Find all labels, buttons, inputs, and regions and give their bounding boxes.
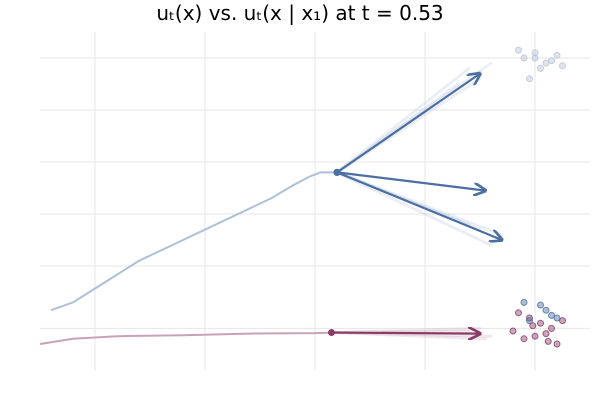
velocity-arrows (328, 74, 502, 336)
sample-point-0-3 (553, 51, 561, 59)
sample-point-1-5 (520, 335, 528, 343)
velocity-arrow-0 (336, 171, 486, 190)
sample-point-1-9 (509, 327, 517, 335)
sample-point-1-6 (553, 340, 561, 348)
sample-point-2-4 (526, 317, 533, 325)
grid (40, 32, 590, 370)
sample-point-1-7 (531, 332, 539, 340)
sample-point-2-2 (553, 314, 561, 322)
sample-point-1-2 (537, 319, 544, 327)
trajectory-line-0 (50, 171, 337, 312)
sample-point-0-5 (526, 75, 533, 83)
sample-point-2-5 (548, 311, 555, 319)
sample-point-2-1 (542, 306, 550, 314)
sample-point-0-6 (548, 57, 555, 65)
sample-point-1-11 (529, 322, 537, 330)
sample-point-0-0 (520, 54, 528, 62)
sample-points (509, 46, 566, 348)
trajectories (39, 171, 337, 345)
sample-point-0-2 (542, 59, 550, 67)
trajectory-line-1 (39, 331, 332, 345)
velocity-arrow-2 (336, 74, 480, 174)
sample-point-0-4 (537, 64, 544, 72)
arrow-origin-2 (333, 168, 341, 176)
sample-point-1-0 (515, 309, 522, 317)
velocity-arrow-3 (331, 333, 481, 334)
sample-point-1-10 (544, 337, 552, 345)
sample-point-0-7 (515, 46, 522, 54)
sample-point-0-1 (531, 49, 539, 57)
sample-point-1-3 (548, 324, 555, 332)
sample-point-0-9 (531, 54, 539, 62)
sample-point-2-0 (520, 298, 528, 306)
fan-line-0-0 (335, 66, 471, 174)
fan-line-1-1 (335, 170, 493, 247)
arrow-origin-3 (328, 329, 335, 337)
sample-point-1-4 (542, 330, 550, 338)
sample-point-2-3 (537, 301, 544, 309)
fan-lines (330, 61, 504, 341)
sample-point-0-8 (559, 62, 566, 70)
velocity-arrow-1 (336, 171, 502, 240)
chart-title: uₜ(x) vs. uₜ(x | x₁) at t = 0.53 (156, 1, 444, 25)
sample-point-1-8 (559, 317, 566, 325)
